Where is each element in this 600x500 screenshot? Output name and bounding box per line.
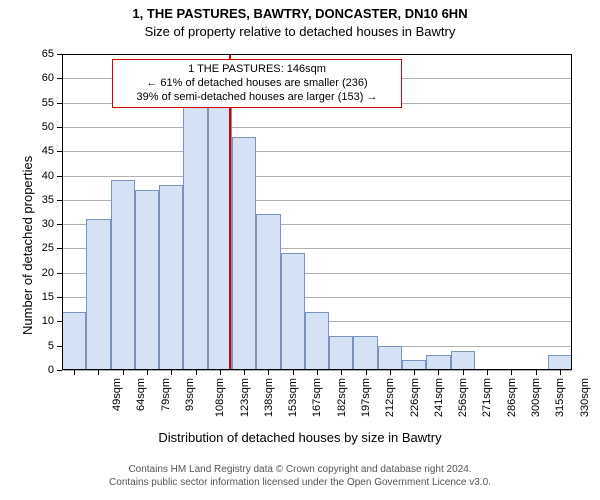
x-tick-mark [390,370,391,375]
y-tick-mark [57,224,62,225]
chart-title: 1, THE PASTURES, BAWTRY, DONCASTER, DN10… [0,6,600,21]
y-tick-mark [57,297,62,298]
credit-line-1: Contains HM Land Registry data © Crown c… [0,464,600,477]
x-tick-mark [293,370,294,375]
y-tick-mark [57,151,62,152]
y-tick-mark [57,54,62,55]
annotation-line: 1 THE PASTURES: 146sqm [116,63,398,77]
bar [426,355,450,370]
x-tick-mark [98,370,99,375]
plot-area: 1 THE PASTURES: 146sqm← 61% of detached … [62,54,572,370]
x-tick-mark [511,370,512,375]
y-tick-mark [57,248,62,249]
y-tick-mark [57,78,62,79]
x-tick-mark [74,370,75,375]
bar [256,214,280,370]
bar [353,336,377,370]
x-tick-mark [560,370,561,375]
y-tick-label: 10 [32,315,54,327]
x-tick-mark [123,370,124,375]
y-tick-label: 5 [32,340,54,352]
y-tick-mark [57,370,62,371]
x-tick-mark [341,370,342,375]
x-tick-mark [317,370,318,375]
x-tick-mark [244,370,245,375]
x-axis-label: Distribution of detached houses by size … [0,430,600,445]
x-tick-label: 286sqm [506,378,518,417]
y-tick-label: 60 [32,72,54,84]
y-tick-label: 20 [32,267,54,279]
y-tick-label: 30 [32,218,54,230]
x-tick-mark [171,370,172,375]
x-tick-label: 79sqm [160,378,172,411]
bar [548,355,572,370]
x-tick-mark [487,370,488,375]
x-tick-label: 226sqm [409,378,421,417]
x-tick-label: 330sqm [579,378,591,417]
x-tick-label: 123sqm [239,378,251,417]
x-tick-mark [438,370,439,375]
x-tick-label: 138sqm [263,378,275,417]
chart-subtitle: Size of property relative to detached ho… [0,24,600,39]
x-tick-mark [147,370,148,375]
y-tick-label: 15 [32,291,54,303]
y-tick-label: 45 [32,145,54,157]
bar [305,312,329,370]
x-tick-mark [414,370,415,375]
x-tick-label: 256sqm [457,378,469,417]
x-tick-label: 241sqm [433,378,445,417]
x-tick-label: 212sqm [384,378,396,417]
x-tick-mark [463,370,464,375]
x-tick-mark [268,370,269,375]
x-tick-label: 271sqm [482,378,494,417]
y-tick-label: 25 [32,242,54,254]
bar [281,253,305,370]
x-tick-label: 300sqm [530,378,542,417]
bar [62,312,86,370]
y-tick-mark [57,200,62,201]
x-tick-mark [536,370,537,375]
bar [378,346,402,370]
x-tick-label: 49sqm [111,378,123,411]
bar [402,360,426,370]
bar [111,180,135,370]
x-tick-mark [220,370,221,375]
annotation-box: 1 THE PASTURES: 146sqm← 61% of detached … [112,59,402,108]
x-tick-label: 167sqm [312,378,324,417]
y-tick-mark [57,273,62,274]
y-tick-label: 0 [32,364,54,376]
bar [135,190,159,370]
x-tick-label: 64sqm [135,378,147,411]
bar [451,351,475,370]
credit-text: Contains HM Land Registry data © Crown c… [0,464,600,489]
x-tick-label: 153sqm [287,378,299,417]
y-tick-label: 65 [32,48,54,60]
annotation-line: ← 61% of detached houses are smaller (23… [116,77,398,91]
y-tick-label: 35 [32,194,54,206]
x-tick-label: 315sqm [554,378,566,417]
y-tick-mark [57,321,62,322]
bar [86,219,110,370]
y-tick-mark [57,346,62,347]
y-tick-label: 50 [32,121,54,133]
y-tick-label: 55 [32,97,54,109]
x-tick-label: 197sqm [360,378,372,417]
x-tick-label: 182sqm [336,378,348,417]
bar [159,185,183,370]
y-tick-mark [57,127,62,128]
bar [329,336,353,370]
bar [232,137,256,370]
x-tick-label: 108sqm [214,378,226,417]
x-tick-mark [196,370,197,375]
annotation-line: 39% of semi-detached houses are larger (… [116,91,398,105]
y-tick-label: 40 [32,170,54,182]
y-tick-mark [57,103,62,104]
y-tick-mark [57,176,62,177]
x-tick-mark [366,370,367,375]
x-tick-label: 93sqm [184,378,196,411]
bar [183,103,207,370]
credit-line-2: Contains public sector information licen… [0,477,600,490]
